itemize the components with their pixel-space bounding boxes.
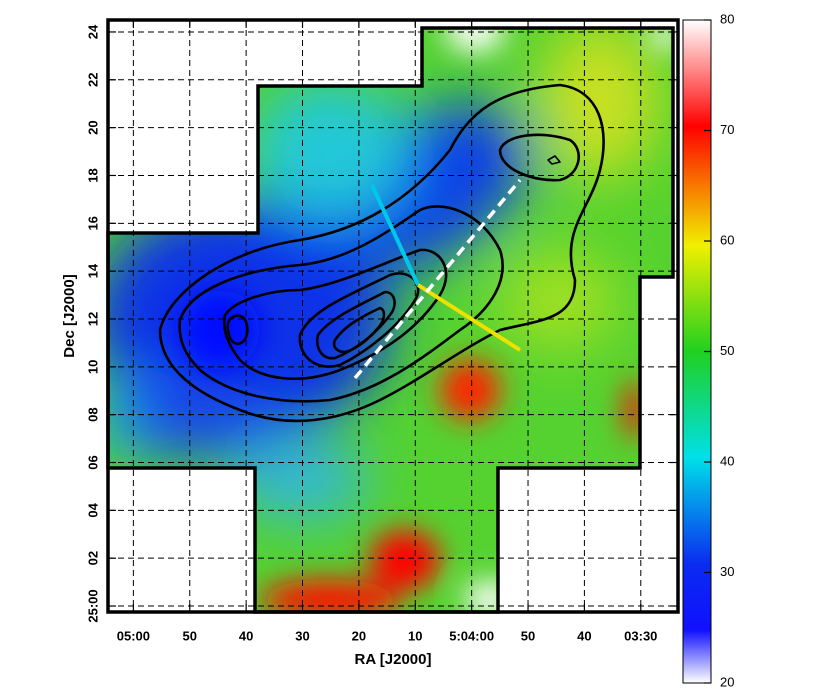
y-tick-label: 08 [85,407,100,421]
grid [108,20,678,612]
y-tick-label: 04 [85,502,100,517]
x-tick-label: 50 [521,628,535,643]
colorbar-tick-label: 20 [720,674,734,689]
y-tick-label: 16 [85,216,100,230]
frame [106,18,680,614]
y-tick-label: 22 [85,73,100,87]
axis-line [353,178,522,380]
x-tick-label: 03:30 [624,628,657,643]
x-tick-label: 20 [352,628,366,643]
y-tick-label: 02 [85,551,100,565]
contours [158,83,605,423]
x-axis-label: RA [J2000] [355,651,432,668]
y-tick-label: 14 [85,263,100,278]
colorbar-tick-label: 50 [720,343,734,358]
cut-line [416,283,522,352]
footprint [106,26,675,614]
colorbar-tick-label: 80 [720,11,734,26]
y-tick-label: 10 [85,360,100,374]
y-axis-label: Dec [J2000] [61,274,78,357]
cut-line [370,184,420,286]
colorbar-tick-label: 30 [720,564,734,579]
x-tick-label: 40 [577,628,591,643]
y-tick-label: 24 [85,24,100,39]
x-tick-label: 10 [408,628,422,643]
y-tick-label: 12 [85,312,100,326]
colorbar-tick-label: 60 [720,232,734,247]
y-tick-label: 06 [85,455,100,469]
colorbar-tick-label: 40 [720,453,734,468]
x-tick-label: 05:00 [117,628,150,643]
colorbar-tick-label: 70 [720,122,734,137]
x-tick-label: 5:04:00 [449,628,494,643]
y-tick-label: 20 [85,120,100,134]
x-tick-label: 30 [295,628,309,643]
x-tick-label: 40 [239,628,253,643]
y-tick-label: 25:00 [85,589,100,622]
y-tick-label: 18 [85,168,100,182]
x-tick-label: 50 [183,628,197,643]
